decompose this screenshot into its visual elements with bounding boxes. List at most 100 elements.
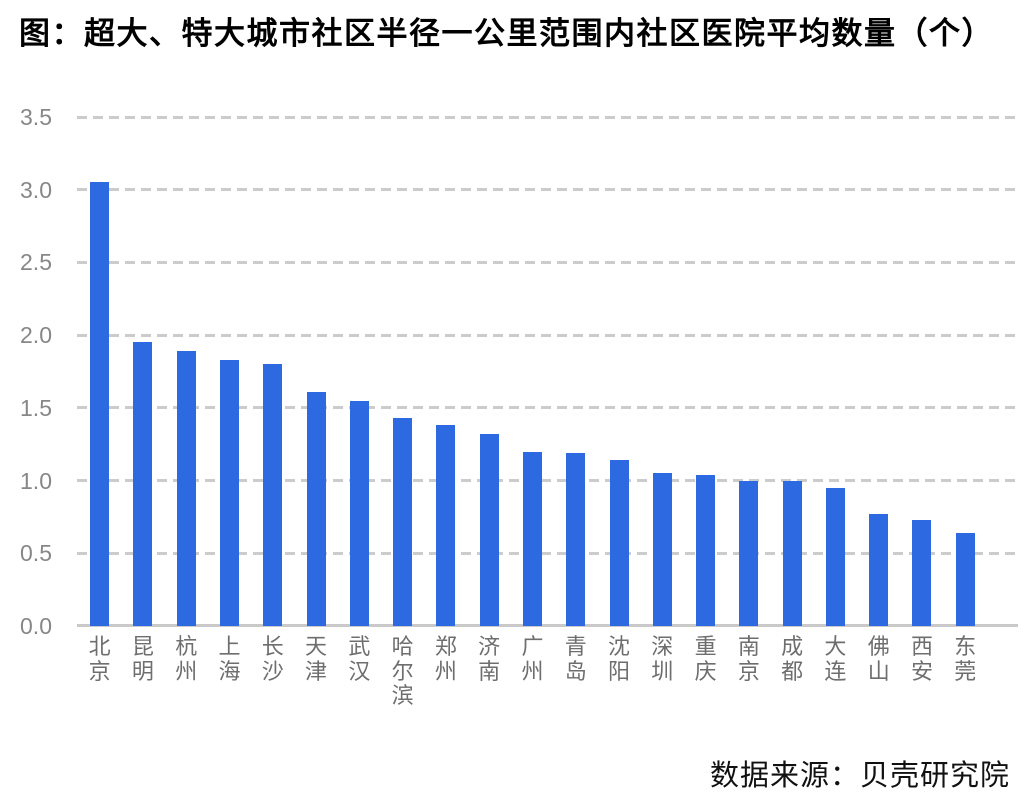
bar-area xyxy=(176,117,196,626)
bar-column: 上海 xyxy=(208,117,251,747)
x-tick-label: 杭州 xyxy=(175,634,198,684)
bar-area xyxy=(90,117,110,626)
bar-area xyxy=(782,117,802,626)
bar-长沙 xyxy=(263,364,283,626)
x-tick-label: 北京 xyxy=(88,634,111,684)
x-tick-label: 成都 xyxy=(781,634,804,684)
bar-area xyxy=(566,117,586,626)
y-tick-label: 3.5 xyxy=(20,104,52,130)
bar-column: 长沙 xyxy=(251,117,294,747)
bar-西安 xyxy=(912,519,932,626)
bar-杭州 xyxy=(176,351,196,626)
bar-column: 大连 xyxy=(814,117,857,747)
bar-column: 南京 xyxy=(727,117,770,747)
y-tick-label: 0.5 xyxy=(20,540,52,567)
bar-深圳 xyxy=(652,473,672,626)
bar-column: 东莞 xyxy=(944,117,987,747)
x-tick-label: 昆明 xyxy=(131,634,154,684)
bar-青岛 xyxy=(566,452,586,626)
y-tick-label: 3.0 xyxy=(20,176,52,203)
bar-广州 xyxy=(522,451,542,626)
bar-东莞 xyxy=(955,532,975,626)
bar-column: 佛山 xyxy=(857,117,900,747)
gridline xyxy=(77,333,1018,337)
x-tick-label: 郑州 xyxy=(434,634,457,684)
bar-郑州 xyxy=(436,425,456,626)
x-tick-label: 重庆 xyxy=(694,634,717,684)
bar-column: 昆明 xyxy=(121,117,164,747)
bar-上海 xyxy=(219,359,239,626)
x-tick-label: 武汉 xyxy=(348,634,371,684)
x-tick-label: 济南 xyxy=(478,634,501,684)
bar-area xyxy=(652,117,672,626)
bar-series: 北京 昆明 杭州 上海 长沙 天津 武汉 哈尔滨 郑州 济南 广州 青岛 沈阳 深圳 重庆 南京 成都 大连 佛山西… xyxy=(78,117,987,747)
bar-column: 重庆 xyxy=(684,117,727,747)
bar-济南 xyxy=(479,434,499,626)
bar-area xyxy=(219,117,239,626)
y-axis: 0.0 0.5 1.0 1.5 2.0 2.5 3.0 3.5 xyxy=(0,104,56,639)
bar-哈尔滨 xyxy=(393,418,413,626)
bar-area xyxy=(696,117,716,626)
bar-area xyxy=(436,117,456,626)
plot-area xyxy=(77,115,1018,627)
bar-昆明 xyxy=(133,342,153,626)
y-tick-label: 2.5 xyxy=(20,249,52,276)
y-tick-label: 0.0 xyxy=(20,613,52,639)
bar-area xyxy=(306,117,326,626)
gridline xyxy=(77,406,1018,410)
y-tick-label: 2.0 xyxy=(20,322,52,349)
bar-成都 xyxy=(782,480,802,626)
bar-武汉 xyxy=(349,400,369,626)
y-tick-label: 1.0 xyxy=(20,467,52,494)
bar-area xyxy=(609,117,629,626)
gridline xyxy=(77,188,1018,192)
bar-column: 杭州 xyxy=(165,117,208,747)
bar-天津 xyxy=(306,391,326,626)
y-tick-label: 1.5 xyxy=(20,394,52,421)
x-tick-label: 上海 xyxy=(218,634,241,684)
x-tick-label: 西安 xyxy=(910,634,933,684)
bar-area xyxy=(912,117,932,626)
gridline xyxy=(77,479,1018,483)
bar-column: 成都 xyxy=(771,117,814,747)
x-tick-label: 天津 xyxy=(305,634,328,684)
chart-title: 图：超大、特大城市社区半径一公里范围内社区医院平均数量（个） xyxy=(19,16,994,51)
x-tick-label: 东莞 xyxy=(954,634,977,684)
x-tick-label: 大连 xyxy=(824,634,847,684)
x-axis-line xyxy=(77,624,1018,627)
x-tick-label: 佛山 xyxy=(867,634,890,684)
bar-重庆 xyxy=(696,474,716,626)
bar-area xyxy=(393,117,413,626)
x-tick-label: 哈尔滨 xyxy=(391,634,414,709)
bar-area xyxy=(522,117,542,626)
bar-column: 北京 xyxy=(78,117,121,747)
x-tick-label: 南京 xyxy=(737,634,760,684)
bar-沈阳 xyxy=(609,460,629,626)
bar-area xyxy=(825,117,845,626)
bar-北京 xyxy=(90,182,110,626)
bar-column: 广州 xyxy=(511,117,554,747)
bar-area xyxy=(133,117,153,626)
bar-column: 青岛 xyxy=(554,117,597,747)
x-tick-label: 沈阳 xyxy=(608,634,631,684)
bar-column: 西安 xyxy=(900,117,943,747)
bar-area xyxy=(869,117,889,626)
gridline xyxy=(77,551,1018,555)
bar-area xyxy=(955,117,975,626)
bar-佛山 xyxy=(869,514,889,626)
gridline xyxy=(77,260,1018,264)
data-source: 数据来源：贝壳研究院 xyxy=(709,760,1010,792)
bar-column: 沈阳 xyxy=(597,117,640,747)
bar-column: 深圳 xyxy=(641,117,684,747)
bar-大连 xyxy=(825,487,845,626)
x-tick-label: 青岛 xyxy=(564,634,587,684)
bar-column: 武汉 xyxy=(338,117,381,747)
bar-column: 济南 xyxy=(468,117,511,747)
gridline xyxy=(77,115,1018,119)
bar-area xyxy=(263,117,283,626)
x-tick-label: 深圳 xyxy=(651,634,674,684)
bar-南京 xyxy=(739,480,759,626)
x-tick-label: 广州 xyxy=(521,634,544,684)
x-tick-label: 长沙 xyxy=(261,634,284,684)
